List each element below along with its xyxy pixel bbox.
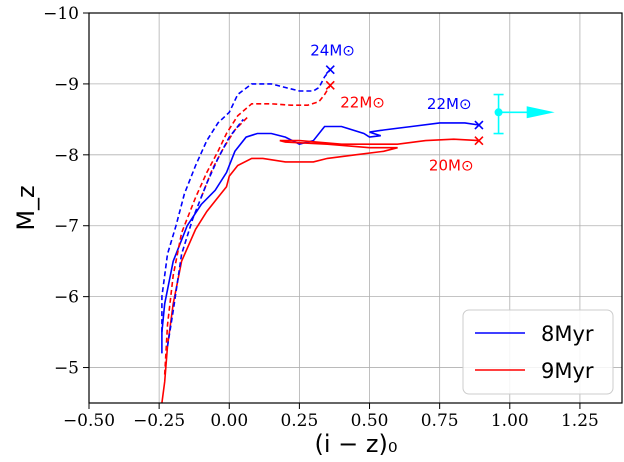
legend: 8Myr 9Myr	[462, 309, 614, 395]
annotation-layer: 24M⊙ 22M⊙ 22M⊙ 20M⊙	[310, 42, 473, 175]
series-layer	[161, 69, 480, 404]
endpoint-x-marker	[325, 80, 335, 90]
series-line-8myr-dashed	[161, 69, 331, 333]
y-axis-label: M_z	[12, 185, 40, 230]
legend-label-9myr: 9Myr	[541, 359, 594, 383]
marker-layer	[325, 65, 484, 146]
mass-annotation: 22M⊙	[427, 95, 472, 113]
x-tick-label: 1.25	[561, 411, 599, 431]
obs-point	[494, 108, 503, 117]
x-tick-label: −0.50	[63, 411, 115, 431]
mass-annotation: 24M⊙	[310, 42, 355, 60]
y-tick-label: −7	[54, 217, 79, 237]
series-line-9myr-dashed	[163, 84, 331, 375]
x-tick-label: 0.75	[421, 411, 459, 431]
obs-arrow-head	[526, 106, 555, 119]
x-tick-label: 1.00	[491, 411, 529, 431]
mass-annotation: 20M⊙	[429, 157, 474, 175]
x-axis-label: (i − z)₀	[315, 430, 398, 458]
observation-layer	[493, 93, 555, 135]
legend-box	[462, 309, 614, 395]
y-tick-label: −5	[54, 359, 79, 379]
x-tick-label: 0.00	[210, 411, 248, 431]
y-tick-label: −10	[43, 4, 79, 24]
series-line-9myr	[161, 138, 479, 404]
series-line-8myr-dashed-short	[166, 118, 244, 347]
y-tick-label: −9	[54, 75, 79, 95]
mass-annotation: 22M⊙	[340, 93, 385, 111]
x-tick-label: 0.25	[280, 411, 318, 431]
endpoint-x-marker	[474, 136, 484, 146]
legend-label-8myr: 8Myr	[541, 322, 594, 346]
x-tick-label: 0.50	[351, 411, 389, 431]
endpoint-x-marker	[474, 120, 484, 130]
y-tick-label: −8	[54, 146, 79, 166]
y-tick-label: −6	[54, 288, 79, 308]
series-line-9myr-dashed-short	[200, 115, 250, 198]
plot-frame	[88, 12, 623, 404]
x-tick-label: −0.25	[133, 411, 185, 431]
tick-layer: −0.50 −0.25 0.00 0.25 0.50 0.75 1.00 1.25 −10 −9 −…	[43, 4, 599, 431]
endpoint-x-marker	[325, 65, 335, 75]
